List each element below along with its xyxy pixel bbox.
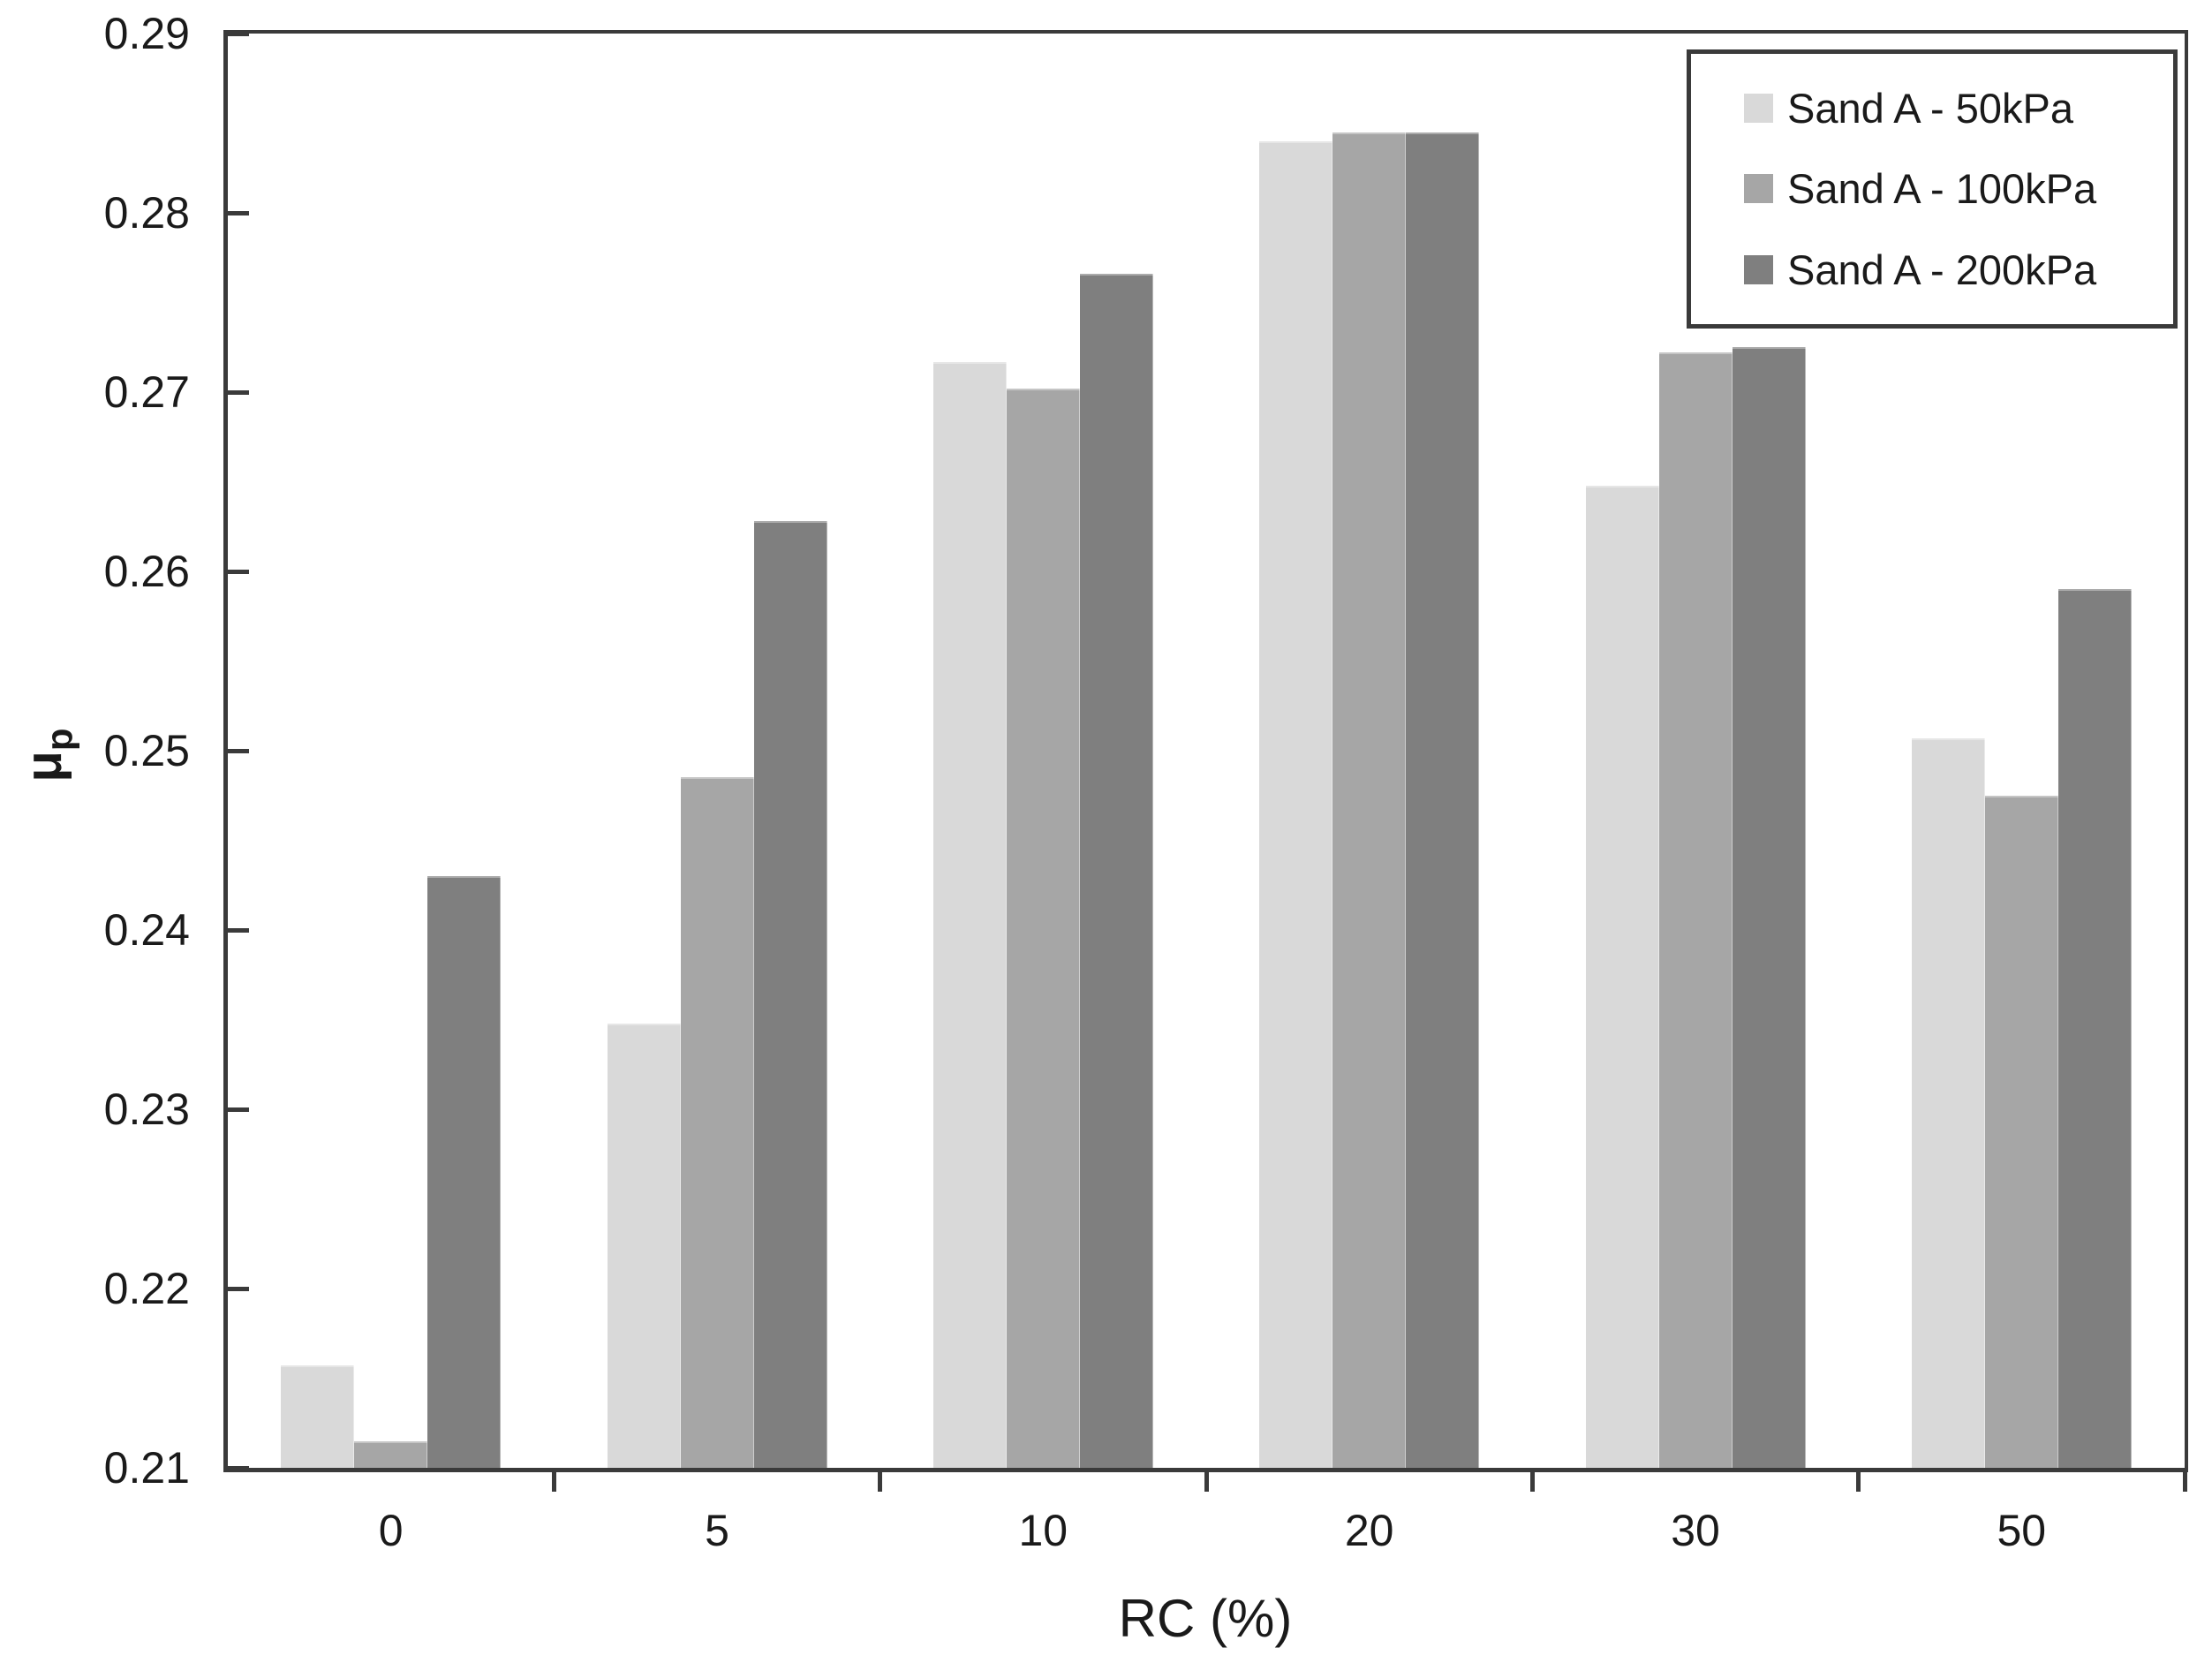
bar-sand-a-200kpa-rc50 (2057, 589, 2132, 1468)
y-tick-label: 0.22 (103, 1264, 190, 1313)
y-axis-tick (228, 748, 249, 753)
bar-sand-a-50kpa-rc10 (932, 361, 1007, 1468)
y-tick-label: 0.27 (103, 367, 190, 417)
y-tick-label: 0.28 (103, 188, 190, 238)
x-axis-tick (1529, 1472, 1535, 1492)
bar-sand-a-50kpa-rc30 (1585, 485, 1659, 1468)
y-tick-label: 0.21 (103, 1443, 190, 1493)
bar-sand-a-100kpa-rc20 (1332, 132, 1407, 1468)
y-tick-label: 0.29 (103, 9, 190, 58)
legend-item-sand-a-50kpa: Sand A - 50kPa (1744, 84, 2173, 132)
bar-sand-a-100kpa-rc0 (354, 1440, 428, 1468)
legend-label: Sand A - 200kPa (1787, 246, 2097, 293)
x-tick-label: 10 (1018, 1506, 1068, 1555)
y-tick-label: 0.25 (103, 726, 190, 775)
y-axis-tick (228, 210, 249, 215)
bar-sand-a-200kpa-rc20 (1406, 132, 1480, 1468)
bar-sand-a-50kpa-rc50 (1911, 737, 1985, 1468)
legend-label: Sand A - 50kPa (1787, 85, 2074, 132)
x-tick-label: 30 (1671, 1506, 1720, 1555)
legend-swatch-sand-a-100kpa (1744, 174, 1773, 204)
x-tick-label: 50 (1997, 1506, 2047, 1555)
bar-sand-a-50kpa-rc20 (1259, 140, 1333, 1468)
x-axis-tick (1856, 1472, 1861, 1492)
bar-sand-a-200kpa-rc30 (1732, 347, 1806, 1468)
x-axis-tick (1204, 1472, 1209, 1492)
legend-label: Sand A - 100kPa (1787, 165, 2097, 213)
y-axis-tick (228, 569, 249, 574)
legend-swatch-sand-a-200kpa (1744, 254, 1773, 284)
y-axis-tick (228, 389, 249, 395)
y-axis-tick (228, 1286, 249, 1291)
bar-sand-a-200kpa-rc10 (1079, 274, 1153, 1468)
y-axis-tick (228, 1465, 249, 1470)
x-tick-label: 20 (1344, 1506, 1394, 1555)
y-tick-label: 0.24 (103, 905, 190, 955)
x-tick-label: 0 (378, 1506, 404, 1555)
bar-sand-a-200kpa-rc5 (753, 521, 827, 1468)
y-tick-label: 0.23 (103, 1085, 190, 1134)
legend-item-sand-a-200kpa: Sand A - 200kPa (1744, 246, 2173, 294)
legend-swatch-sand-a-50kpa (1744, 94, 1773, 124)
y-tick-label: 0.26 (103, 547, 190, 596)
bar-sand-a-200kpa-rc0 (427, 876, 502, 1468)
bar-sand-a-100kpa-rc30 (1658, 352, 1733, 1468)
legend-item-sand-a-100kpa: Sand A - 100kPa (1744, 164, 2173, 213)
x-tick-label: 5 (705, 1506, 729, 1555)
x-axis-tick (878, 1472, 883, 1492)
x-axis-title: RC (%) (1118, 1589, 1293, 1648)
bar-sand-a-100kpa-rc10 (1006, 388, 1080, 1468)
y-axis-tick (228, 1107, 249, 1112)
bar-sand-a-100kpa-rc5 (680, 777, 754, 1468)
bar-sand-a-100kpa-rc50 (1984, 795, 2058, 1468)
y-axis-tick (228, 927, 249, 933)
x-axis-tick (2182, 1472, 2187, 1492)
legend: Sand A - 50kPa Sand A - 100kPa Sand A - 20… (1687, 49, 2178, 329)
bar-sand-a-50kpa-rc5 (607, 1023, 681, 1468)
x-axis-tick (551, 1472, 556, 1492)
y-axis-tick (228, 31, 249, 36)
bar-sand-a-50kpa-rc0 (281, 1365, 355, 1468)
